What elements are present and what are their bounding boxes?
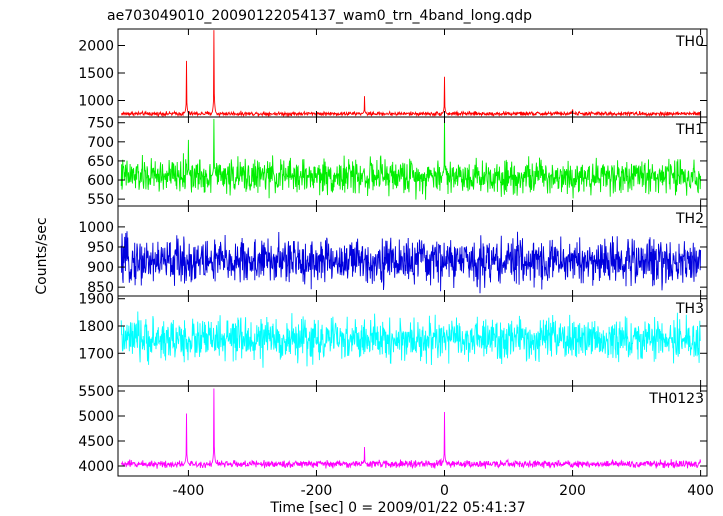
panels: 1000 1500 2000 TH0 550 600 650 700 750 TH1 850 900 9… bbox=[78, 28, 708, 477]
y-tick-label: 1500 bbox=[78, 66, 114, 82]
panel-th2: 850 900 950 1000 TH2 bbox=[78, 205, 708, 297]
x-tick-label: -200 bbox=[301, 483, 333, 499]
y-tick-label: 5000 bbox=[78, 409, 114, 425]
chart-title: ae703049010_20090122054137_wam0_trn_4ban… bbox=[107, 8, 532, 24]
x-tick-label: 0 bbox=[440, 483, 449, 499]
x-tick-label: 400 bbox=[687, 483, 714, 499]
panel-label: TH0 bbox=[675, 34, 704, 50]
y-tick-label: 950 bbox=[87, 240, 114, 256]
panel-frame bbox=[117, 28, 708, 118]
panel-frame bbox=[117, 116, 708, 207]
y-tick-label: 550 bbox=[87, 192, 114, 208]
panel-th1: 550 600 650 700 750 TH1 bbox=[87, 116, 708, 208]
y-tick-label: 1000 bbox=[78, 94, 114, 110]
y-tick-label: 750 bbox=[87, 116, 114, 132]
panel-th0: 1000 1500 2000 TH0 bbox=[78, 28, 708, 118]
series-line-th2 bbox=[120, 231, 702, 294]
panel-th3: 1700 1800 1900 TH3 bbox=[78, 292, 708, 387]
x-axis-ticks: -400 -200 0 200 400 bbox=[173, 483, 714, 499]
panel-th0123: 4000 4500 5000 5500 TH0123 bbox=[78, 384, 708, 477]
series-line-th1 bbox=[120, 118, 702, 200]
y-tick-label: 1700 bbox=[78, 346, 114, 362]
y-tick-label: 1000 bbox=[78, 220, 114, 236]
x-tick-label: 200 bbox=[559, 483, 586, 499]
panel-frame bbox=[117, 385, 708, 477]
y-tick-label: 4500 bbox=[78, 434, 114, 450]
panel-label: TH3 bbox=[675, 301, 704, 317]
x-tick-label: -400 bbox=[173, 483, 205, 499]
y-tick-label: 600 bbox=[87, 173, 114, 189]
y-tick-label: 1800 bbox=[78, 319, 114, 335]
y-axis-label: Counts/sec bbox=[34, 217, 50, 294]
panel-label: TH0123 bbox=[648, 391, 704, 407]
series-line-th0 bbox=[120, 30, 702, 117]
y-tick-label: 5500 bbox=[78, 384, 114, 400]
panel-label: TH2 bbox=[675, 211, 704, 227]
series-line-th0123 bbox=[120, 388, 702, 470]
y-tick-label: 850 bbox=[87, 280, 114, 296]
y-tick-label: 4000 bbox=[78, 459, 114, 475]
y-tick-label: 1900 bbox=[78, 292, 114, 308]
y-tick-label: 2000 bbox=[78, 39, 114, 55]
panel-label: TH1 bbox=[675, 122, 704, 138]
y-tick-label: 700 bbox=[87, 135, 114, 151]
y-tick-label: 650 bbox=[87, 154, 114, 170]
x-axis-label: Time [sec] 0 = 2009/01/22 05:41:37 bbox=[269, 500, 525, 516]
y-tick-label: 900 bbox=[87, 260, 114, 276]
series-line-th3 bbox=[120, 311, 701, 368]
